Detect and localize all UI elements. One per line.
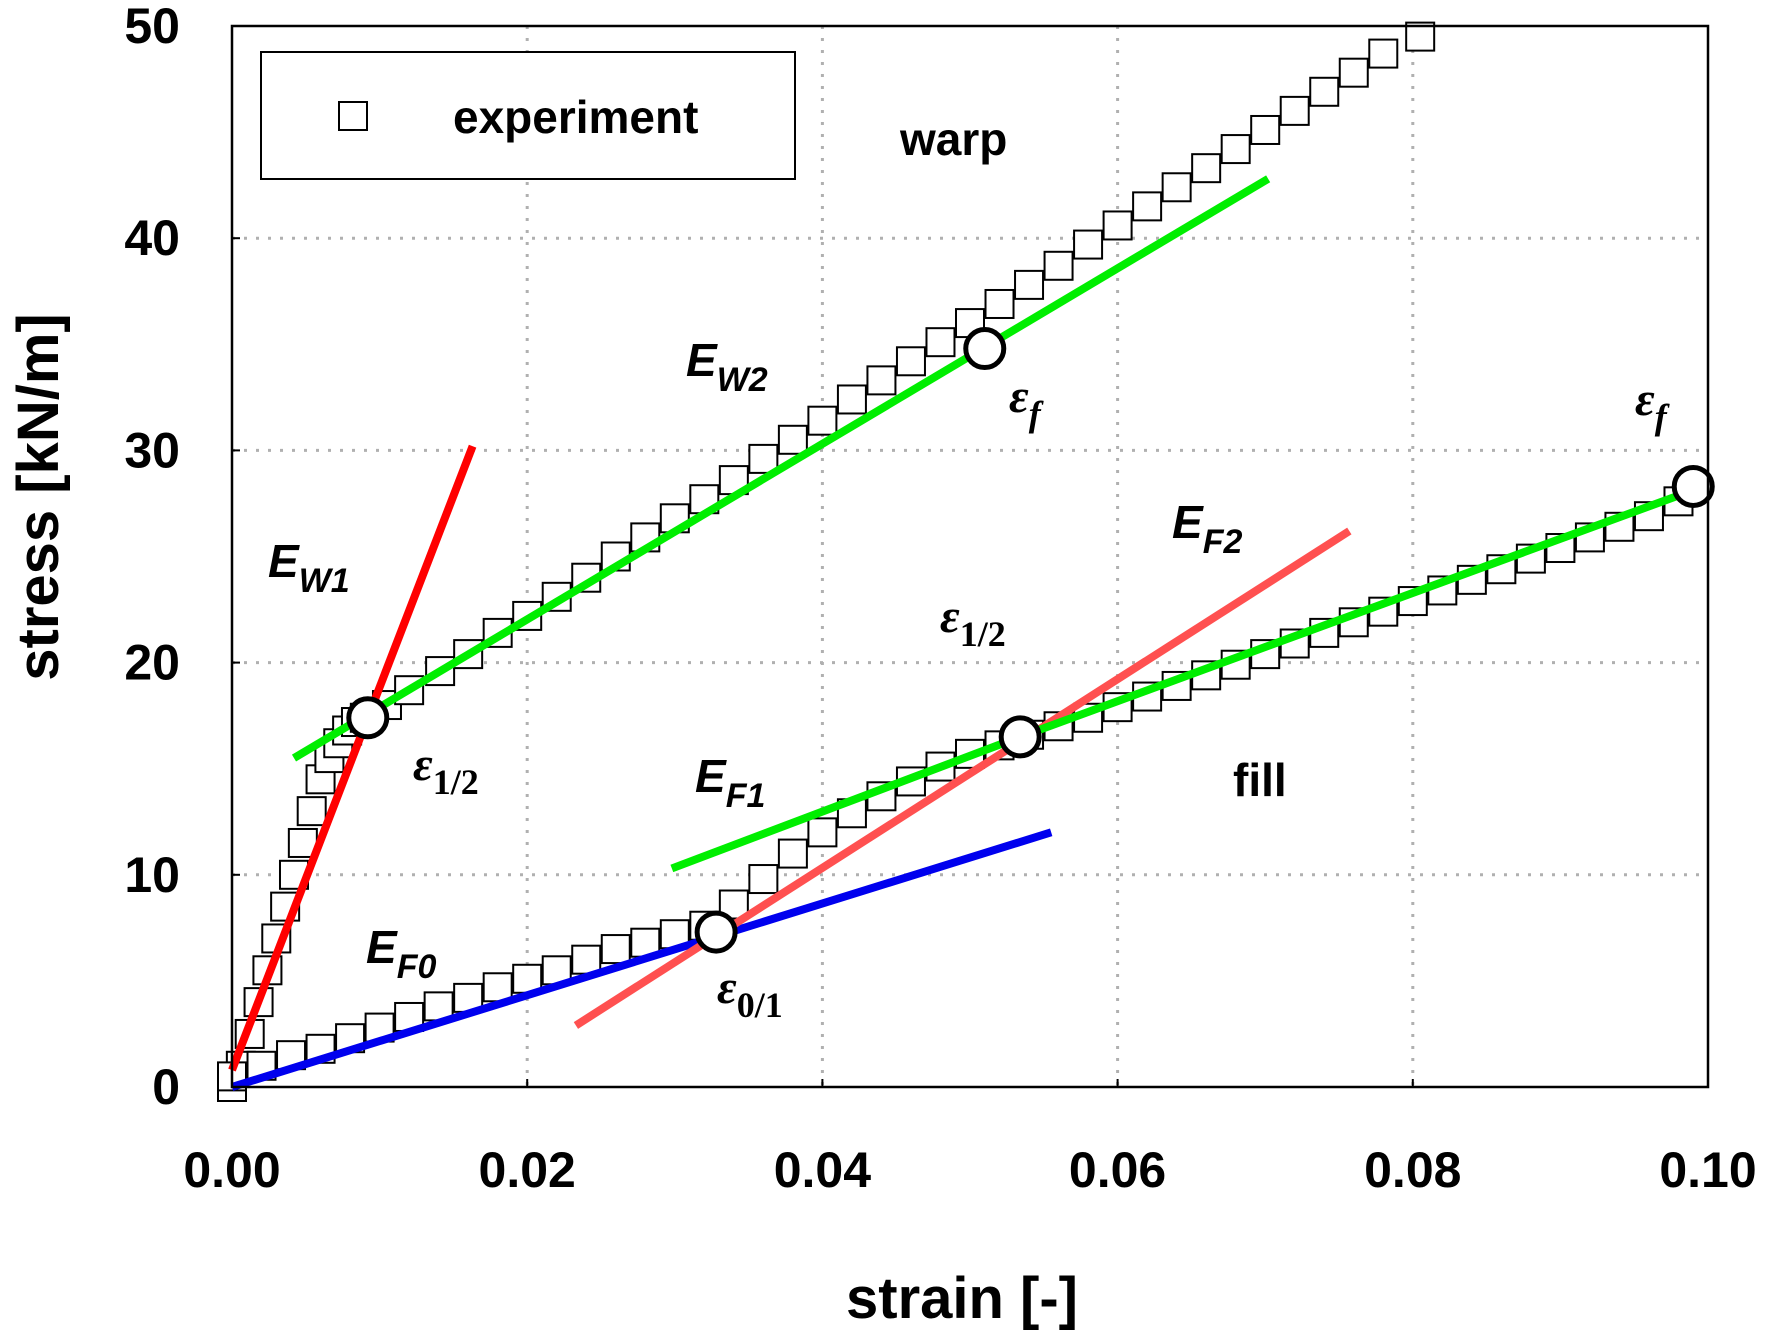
y-tick-label: 30 <box>124 422 180 478</box>
fit-lines <box>228 175 1688 1091</box>
legend: experiment <box>260 51 796 180</box>
transition-point <box>1671 464 1715 508</box>
experiment-marker-warp <box>1338 57 1369 88</box>
experiment-marker-warp <box>1250 114 1281 145</box>
label-eps-half-warp: ε1/2 <box>413 738 479 802</box>
label-ef0: EF0 <box>366 921 436 986</box>
experiment-marker-warp <box>1161 172 1192 203</box>
label-ew1: EW1 <box>268 535 350 600</box>
experiment-marker-fill <box>807 817 838 848</box>
label-eps-f-fill: εf <box>1635 373 1670 437</box>
y-axis-title: stress [kN/m] <box>6 313 71 680</box>
experiment-marker-warp <box>1368 38 1399 69</box>
grid-lines <box>232 26 1708 1087</box>
experiment-marker-fill <box>748 864 779 895</box>
x-tick-label: 0.10 <box>1659 1142 1756 1198</box>
transition-point <box>963 327 1007 371</box>
fit-line-e_f1 <box>670 733 1022 873</box>
experiment-marker-warp <box>895 346 926 377</box>
experiment-marker-warp <box>1073 229 1104 260</box>
x-tick-label: 0.00 <box>183 1142 280 1198</box>
experiment-marker-warp <box>1309 76 1340 107</box>
fit-line-e_w1 <box>228 444 477 1072</box>
label-eps-f-warp: εf <box>1009 370 1044 434</box>
experiment-marker-warp <box>1279 95 1310 126</box>
experiment-marker-warp <box>925 327 956 358</box>
experiment-marker-warp <box>1014 269 1045 300</box>
legend-label-experiment: experiment <box>453 91 698 143</box>
experiment-marker-fill <box>512 963 543 994</box>
label-ef1: EF1 <box>695 750 765 815</box>
experiment-marker-warp <box>1405 21 1436 52</box>
x-tick-label: 0.02 <box>479 1142 576 1198</box>
y-tick-label: 0 <box>152 1059 180 1115</box>
experiment-marker-fill <box>777 838 808 869</box>
experiment-marker-fill <box>571 944 602 975</box>
x-axis-title: strain [-] <box>846 1266 1078 1331</box>
experiment-marker-warp <box>1043 250 1074 281</box>
experiment-marker-fill <box>600 934 631 965</box>
fit-line-fill-tail <box>1018 489 1688 741</box>
experiment-marker-warp <box>1132 191 1163 222</box>
plot-frame <box>230 24 1710 1089</box>
experiment-markers <box>217 21 1709 1102</box>
y-tick-label: 10 <box>124 847 180 903</box>
label-fill: fill <box>1233 754 1287 806</box>
transition-point <box>346 696 390 740</box>
y-tick-label: 40 <box>124 210 180 266</box>
experiment-marker-warp <box>1102 210 1133 241</box>
label-eps-01: ε0/1 <box>717 961 783 1025</box>
label-eps-half-fill: ε1/2 <box>940 590 1006 654</box>
x-tick-label: 0.08 <box>1364 1142 1461 1198</box>
label-warp: warp <box>899 113 1007 165</box>
label-ef2: EF2 <box>1172 496 1242 561</box>
axis-ticks: 0.00 0.02 0.04 0.06 0.08 0.10 0 10 20 30 40 50 <box>124 0 1756 1198</box>
fit-line-e_f0 <box>230 828 1053 1091</box>
experiment-marker-warp <box>1220 134 1251 165</box>
experiment-marker-warp <box>305 764 336 795</box>
fit-line-e_w2 <box>291 175 1271 762</box>
label-ew2: EW2 <box>686 334 768 399</box>
transition-points <box>346 327 1715 954</box>
x-tick-label: 0.06 <box>1069 1142 1166 1198</box>
experiment-marker-warp <box>296 796 327 827</box>
experiment-marker-fill <box>482 972 513 1003</box>
y-tick-label: 50 <box>124 0 180 54</box>
experiment-marker-warp <box>807 405 838 436</box>
legend-marker-icon <box>338 101 368 131</box>
y-tick-label: 20 <box>124 635 180 691</box>
experiment-marker-warp <box>836 384 867 415</box>
transition-point <box>694 910 738 954</box>
transition-point <box>998 715 1042 759</box>
experiment-marker-warp <box>748 443 779 474</box>
x-tick-label: 0.04 <box>774 1142 872 1198</box>
experiment-marker-warp <box>984 288 1015 319</box>
experiment-marker-warp <box>777 424 808 455</box>
experiment-marker-warp <box>866 365 897 396</box>
experiment-marker-warp <box>1191 153 1222 184</box>
